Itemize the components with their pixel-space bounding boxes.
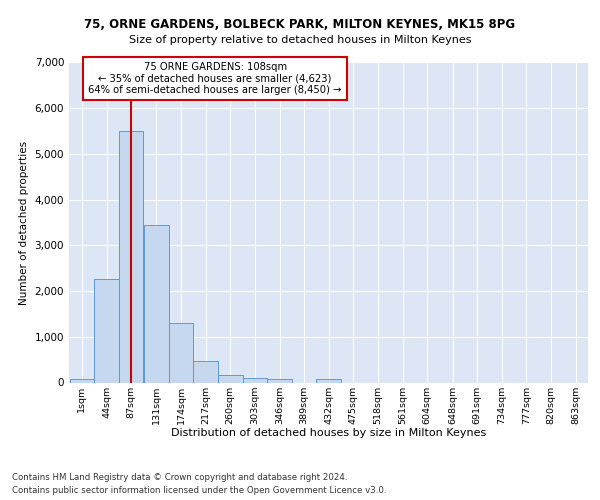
Bar — [242, 378, 267, 382]
Text: Distribution of detached houses by size in Milton Keynes: Distribution of detached houses by size … — [171, 428, 487, 438]
Bar — [169, 322, 193, 382]
Text: 75, ORNE GARDENS, BOLBECK PARK, MILTON KEYNES, MK15 8PG: 75, ORNE GARDENS, BOLBECK PARK, MILTON K… — [85, 18, 515, 30]
Bar — [70, 379, 94, 382]
Bar — [193, 360, 218, 382]
Text: Size of property relative to detached houses in Milton Keynes: Size of property relative to detached ho… — [129, 35, 471, 45]
Bar — [144, 225, 169, 382]
Bar — [267, 379, 292, 382]
Y-axis label: Number of detached properties: Number of detached properties — [19, 140, 29, 304]
Text: 75 ORNE GARDENS: 108sqm
← 35% of detached houses are smaller (4,623)
64% of semi: 75 ORNE GARDENS: 108sqm ← 35% of detache… — [88, 62, 342, 95]
Text: Contains HM Land Registry data © Crown copyright and database right 2024.: Contains HM Land Registry data © Crown c… — [12, 472, 347, 482]
Text: Contains public sector information licensed under the Open Government Licence v3: Contains public sector information licen… — [12, 486, 386, 495]
Bar — [316, 379, 341, 382]
Bar — [119, 131, 143, 382]
Bar — [94, 278, 119, 382]
Bar — [218, 375, 242, 382]
